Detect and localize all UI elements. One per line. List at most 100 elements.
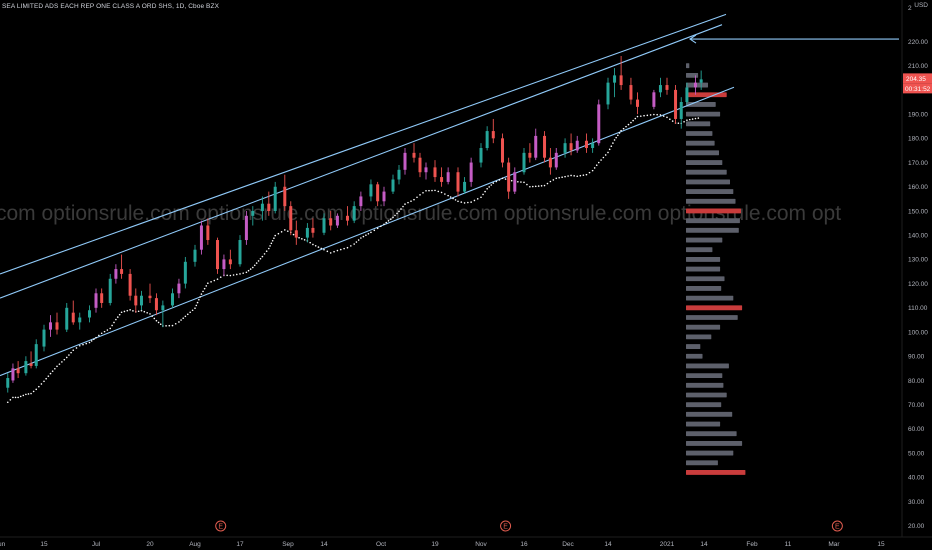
candle-body: [78, 317, 82, 323]
ma-dot: [669, 118, 671, 121]
ma-dot: [582, 174, 585, 176]
candle-body: [100, 293, 104, 303]
ma-dot: [608, 148, 611, 151]
ma-dot: [576, 175, 579, 178]
candle-body: [206, 225, 210, 241]
ma-dot: [109, 327, 112, 330]
y-tick-label: 150.00: [908, 208, 928, 215]
y-tick-label: 120.00: [908, 281, 928, 288]
ma-dot: [261, 255, 264, 258]
ma-dot: [249, 268, 252, 270]
ma-dot: [180, 319, 182, 321]
ma-dot: [65, 356, 68, 359]
y-tick-label: 30.00: [908, 499, 925, 506]
ma-dot: [570, 174, 572, 177]
ma-dot: [292, 233, 295, 236]
ma-dot: [146, 311, 148, 314]
candle-body: [216, 240, 219, 270]
ma-dot: [649, 114, 652, 116]
ma-dot: [323, 248, 325, 251]
ma-dot: [329, 252, 332, 254]
ma-dot: [694, 117, 697, 120]
ma-dot: [226, 274, 228, 277]
ma-dot: [27, 393, 30, 395]
ma-dot: [546, 182, 549, 185]
candle-body: [522, 152, 526, 173]
x-tick-label: 20: [146, 541, 154, 548]
ma-dot: [350, 245, 352, 247]
candle-body: [294, 230, 298, 238]
ma-dot: [697, 117, 700, 119]
ma-dot: [564, 175, 566, 178]
candle-body: [335, 215, 339, 226]
x-tick-label: Nov: [475, 541, 487, 548]
ma-dot: [6, 401, 9, 404]
ma-dot: [410, 200, 412, 202]
countdown-tag: [903, 83, 932, 94]
x-tick-label: 2021: [660, 541, 675, 548]
ma-dot: [383, 223, 385, 226]
ma-dot: [610, 145, 613, 147]
volume-profile-bar: [686, 295, 734, 301]
ma-dot: [346, 246, 349, 249]
x-tick-label: 15: [40, 541, 48, 548]
x-tick-label: Dec: [562, 541, 574, 548]
candle-body: [329, 218, 333, 226]
watermark-text: com optionsrule.com optionsrule.com opti…: [0, 202, 841, 225]
volume-profile-bar: [686, 198, 736, 204]
candle-body: [575, 140, 579, 151]
ma-dot: [93, 338, 95, 341]
ma-dot: [597, 161, 600, 164]
ma-dot: [343, 247, 345, 250]
ma-dot: [207, 282, 209, 285]
candle-body: [199, 225, 203, 250]
ma-dot: [353, 243, 355, 245]
ma-dot: [365, 234, 367, 236]
ma-dot: [54, 367, 56, 370]
ma-dot: [495, 180, 498, 183]
candle-body: [469, 162, 473, 182]
ma-dot: [78, 344, 81, 347]
last-price-tag: [903, 73, 932, 84]
ma-dot: [196, 301, 199, 304]
ma-dot: [392, 216, 394, 219]
chart-title: SEA LIMITED ADS EACH REP ONE CLASS A ORD…: [2, 3, 220, 10]
volume-profile-bar: [686, 334, 712, 340]
candle-body: [563, 143, 567, 153]
event-label: E: [218, 524, 223, 531]
y-tick-label: 130.00: [908, 257, 928, 264]
ma-dot: [604, 154, 607, 156]
y-tick-label: 170.00: [908, 160, 928, 167]
candle-body: [619, 75, 623, 86]
ma-dot: [632, 119, 634, 122]
ma-dot: [178, 321, 180, 323]
ma-dot: [203, 287, 206, 290]
ma-dot: [482, 193, 484, 196]
candle-body: [222, 259, 226, 270]
ma-dot: [686, 119, 688, 121]
last-price-value: 204.35: [906, 76, 926, 83]
ma-dot: [263, 253, 266, 255]
candle-body: [534, 135, 538, 158]
y-tick-label: 160.00: [908, 184, 928, 191]
volume-profile-bar: [686, 150, 719, 156]
candle-body: [11, 368, 15, 381]
ma-dot: [140, 309, 143, 312]
volume-profile-bar: [686, 227, 739, 233]
candle-body: [134, 295, 138, 306]
ma-dot: [257, 260, 260, 262]
x-tick-label: Oct: [376, 541, 386, 548]
ma-dot: [612, 142, 614, 144]
volume-profile-bar: [686, 189, 734, 195]
candle-body: [424, 167, 428, 173]
ma-dot: [195, 304, 198, 307]
volume-profile-bar: [686, 237, 723, 243]
ma-dot: [194, 307, 196, 310]
ma-dot: [476, 198, 479, 200]
ma-dot: [205, 285, 208, 287]
y-tick-label: 220.00: [908, 39, 928, 46]
x-tick-label: 11: [785, 541, 792, 548]
ma-dot: [303, 239, 306, 241]
ma-dot: [490, 184, 493, 186]
